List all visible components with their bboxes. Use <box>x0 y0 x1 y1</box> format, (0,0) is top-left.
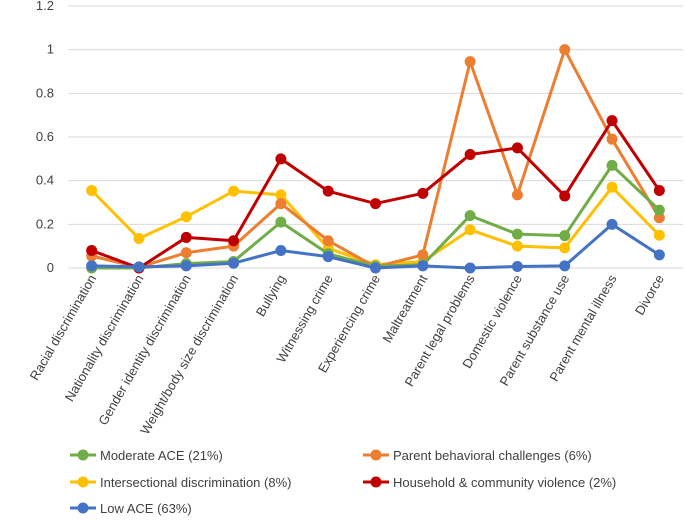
y-tick-label: 0.6 <box>36 129 54 144</box>
data-point <box>559 190 571 202</box>
legend-label: Low ACE (63%) <box>100 501 192 516</box>
data-point <box>86 245 98 257</box>
data-point <box>228 185 240 197</box>
legend-item: Household & community violence (2%) <box>363 475 616 490</box>
data-point <box>464 262 476 274</box>
legend-label: Household & community violence (2%) <box>393 475 616 490</box>
legend-marker <box>370 449 382 461</box>
data-point <box>653 184 665 196</box>
data-point <box>559 44 571 56</box>
data-point <box>559 242 571 254</box>
series-low-ace-63 <box>86 218 665 274</box>
legend-label: Parent behavioral challenges (6%) <box>393 448 592 463</box>
legend-marker <box>77 476 89 488</box>
legend: Moderate ACE (21%) Parent behavioral chal… <box>70 448 616 516</box>
data-point <box>559 260 571 272</box>
data-point <box>86 260 98 272</box>
data-point <box>653 249 665 261</box>
data-point <box>275 245 287 257</box>
y-tick-label: 0.8 <box>36 85 54 100</box>
series-lines <box>86 44 665 274</box>
data-point <box>275 153 287 165</box>
y-tick-label: 0.4 <box>36 173 54 188</box>
data-point <box>606 133 618 145</box>
data-point <box>275 216 287 228</box>
data-point <box>417 187 429 199</box>
data-point <box>180 231 192 243</box>
data-point <box>180 260 192 272</box>
data-point <box>133 261 145 273</box>
data-point <box>370 198 381 210</box>
data-point <box>606 159 618 171</box>
data-point <box>511 189 523 201</box>
legend-label: Intersectional discrimination (8%) <box>100 475 291 490</box>
data-point <box>653 204 665 216</box>
legend-marker <box>77 449 89 461</box>
legend-item: Moderate ACE (21%) <box>70 448 223 463</box>
data-point <box>228 235 240 247</box>
data-point <box>559 230 571 242</box>
data-point <box>275 198 287 210</box>
data-point <box>606 181 618 193</box>
x-tick-label: Gender identity discrimination <box>95 272 194 428</box>
x-tick-label: Maltreatment <box>379 272 430 346</box>
data-point <box>180 211 192 223</box>
y-axis-ticks: 0 0.2 0.4 0.6 0.8 1 1.2 <box>36 0 54 275</box>
series-parent-behavioral-challenges-6 <box>86 44 665 273</box>
data-point <box>464 210 476 222</box>
data-point <box>464 224 476 236</box>
data-point <box>511 240 523 252</box>
data-point <box>511 260 523 272</box>
data-point <box>606 115 618 127</box>
data-point <box>228 257 240 269</box>
legend-marker <box>77 502 89 514</box>
legend-label: Moderate ACE (21%) <box>100 448 223 463</box>
legend-marker <box>370 476 382 488</box>
data-point <box>653 212 665 224</box>
x-tick-label: Bullying <box>253 272 289 319</box>
data-point <box>275 189 287 201</box>
data-point <box>511 228 523 240</box>
data-point <box>322 185 334 197</box>
y-tick-label: 0.2 <box>36 216 54 231</box>
data-point <box>180 247 192 259</box>
data-point <box>653 229 665 241</box>
x-tick-label: Weight/body size discrimination <box>137 272 241 437</box>
data-point <box>417 249 429 261</box>
legend-item: Parent behavioral challenges (6%) <box>363 448 592 463</box>
data-point <box>464 56 476 68</box>
data-point <box>606 218 618 230</box>
series-line <box>90 119 661 270</box>
legend-item: Low ACE (63%) <box>70 501 192 516</box>
x-tick-label: Divorce <box>632 272 667 318</box>
data-point <box>86 184 98 196</box>
y-tick-label: 0 <box>47 260 54 275</box>
data-point <box>511 142 523 154</box>
data-point <box>417 260 429 272</box>
data-point <box>133 233 145 245</box>
data-point <box>322 235 334 247</box>
data-point <box>370 262 381 274</box>
legend-item: Intersectional discrimination (8%) <box>70 475 291 490</box>
data-point <box>322 251 334 263</box>
y-tick-label: 1.2 <box>36 0 54 13</box>
data-point <box>464 148 476 160</box>
series-household-community-violence-2 <box>86 115 665 274</box>
y-tick-label: 1 <box>47 42 54 57</box>
